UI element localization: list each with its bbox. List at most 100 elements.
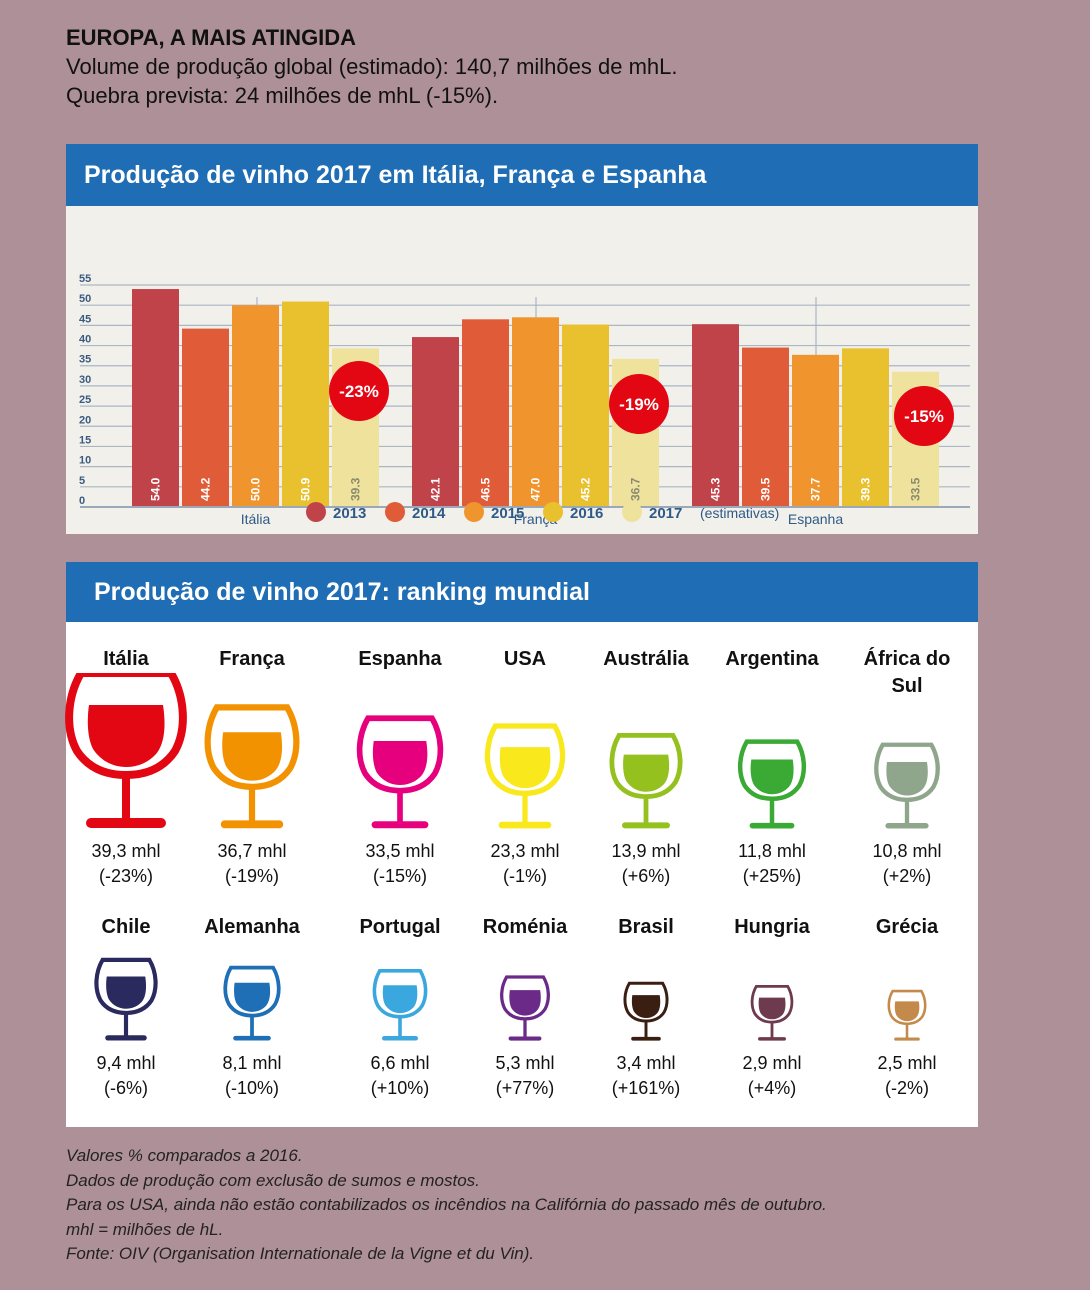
ranking-item: Portugal 6,6 mhl (+10%): [325, 914, 475, 1101]
country-name: Espanha: [358, 648, 442, 670]
y-tick-label: 30: [79, 374, 91, 386]
y-tick-label: 15: [79, 434, 91, 446]
bar-value-label: 46.5: [479, 477, 493, 501]
y-tick-label: 5: [79, 475, 85, 487]
glass-bowl: [500, 975, 550, 1021]
ranking-item: Brasil 3,4 mhl (+161%): [571, 914, 721, 1101]
intro-line-2: Quebra prevista: 24 milhões de mhL (-15%…: [66, 83, 499, 108]
footnote-line: Fonte: OIV (Organisation Internationale …: [66, 1244, 535, 1263]
ranking-item: Hungria 2,9 mhl (+4%): [697, 914, 847, 1101]
wine-fill: [631, 995, 661, 1019]
wine-fill: [234, 982, 271, 1012]
bar: [842, 348, 889, 507]
production-value: 2,5 mhl: [877, 1053, 937, 1073]
y-tick-label: 50: [79, 293, 91, 305]
production-change: (-19%): [224, 866, 279, 886]
legend-label: 2014: [412, 505, 446, 522]
legend-label: 2013: [333, 505, 366, 522]
bar: [692, 324, 739, 507]
production-value: 23,3 mhl: [490, 841, 560, 861]
bar-value-label: 45.3: [709, 477, 723, 501]
wine-fill: [886, 762, 928, 796]
production-change: (+25%): [742, 866, 802, 886]
chart-panel-title: Produção de vinho 2017 em Itália, França…: [66, 144, 978, 206]
wine-fill: [894, 1001, 920, 1022]
country-name: Argentina: [725, 648, 819, 670]
intro-line-1: Volume de produção global (estimado): 14…: [66, 54, 678, 79]
bar-value-label: 39.3: [349, 477, 363, 501]
country-name: Hungria: [734, 916, 810, 938]
change-badge-label: -23%: [339, 382, 379, 401]
country-name: Roménia: [482, 916, 568, 938]
legend-label: 2015: [491, 505, 524, 522]
wine-glass-icon: [484, 723, 566, 829]
bar-value-label: 45.2: [579, 477, 593, 501]
glass-bowl: [223, 965, 281, 1018]
country-name: África do Sul: [863, 648, 951, 697]
bar: [742, 347, 789, 507]
wine-fill: [106, 976, 147, 1009]
country-name: Itália: [103, 648, 149, 670]
production-value: 6,6 mhl: [370, 1053, 430, 1073]
bar: [132, 289, 179, 507]
bar-value-label: 39.5: [759, 477, 773, 501]
wine-fill: [222, 732, 283, 781]
production-value: 8,1 mhl: [222, 1053, 282, 1073]
footnote-line: Para os USA, ainda não estão contabiliza…: [66, 1195, 827, 1214]
country-name: Alemanha: [204, 916, 300, 938]
production-change: (-2%): [885, 1078, 929, 1098]
bar: [562, 324, 609, 507]
change-badge: [894, 386, 954, 446]
glass-bowl: [887, 989, 927, 1026]
y-tick-label: 35: [79, 354, 91, 366]
country-name: Austrália: [603, 648, 689, 670]
production-change: (+161%): [611, 1078, 681, 1098]
y-tick-label: 10: [79, 455, 91, 467]
bar-value-label: 37.7: [809, 477, 823, 501]
wine-glass-icon: [737, 739, 807, 829]
chart-panel: Produção de vinho 2017 em Itália, França…: [66, 144, 978, 534]
glass-bowl: [623, 981, 669, 1023]
bar-value-label: 42.1: [429, 477, 443, 501]
change-badge: [609, 374, 669, 434]
bar: [412, 337, 459, 507]
legend-label: 2016: [570, 505, 603, 522]
y-tick-label: 45: [79, 313, 91, 325]
footnote-line: Dados de produção com exclusão de sumos …: [66, 1170, 480, 1190]
wine-glass-icon: [94, 957, 158, 1041]
production-value: 10,8 mhl: [872, 841, 942, 861]
ranking-panel-title: Produção de vinho 2017: ranking mundial: [66, 562, 978, 622]
bar-value-label: 50.0: [249, 477, 263, 501]
wine-glass-icon: [356, 715, 444, 829]
y-tick-label: 25: [79, 394, 91, 406]
bar: [512, 317, 559, 507]
production-value: 39,3 mhl: [91, 841, 161, 861]
country-name: Portugal: [359, 916, 441, 938]
production-change: (+2%): [882, 866, 932, 886]
wine-glass-icon: [204, 704, 300, 829]
wine-glass-icon: [623, 981, 669, 1041]
y-tick-label: 0: [79, 495, 85, 507]
wine-glass-icon: [223, 965, 281, 1041]
ranking-item: Argentina 11,8 mhl (+25%): [697, 646, 847, 889]
ranking-panel: Produção de vinho 2017: ranking mundial …: [65, 562, 978, 1127]
ranking-item: Espanha 33,5 mhl (-15%): [325, 646, 475, 889]
ranking-item: Alemanha 8,1 mhl (-10%): [177, 914, 327, 1101]
production-value: 11,8 mhl: [738, 841, 806, 861]
legend-note: (estimativas): [700, 505, 779, 521]
wine-glass-icon: [372, 969, 428, 1041]
bar: [182, 328, 229, 507]
production-value: 5,3 mhl: [495, 1053, 555, 1073]
wine-glass-icon: [65, 673, 187, 828]
change-badge-label: -19%: [619, 395, 659, 414]
glass-bowl: [874, 742, 940, 803]
glass-bowl: [94, 957, 158, 1015]
production-change: (-23%): [98, 866, 153, 886]
production-value: 3,4 mhl: [616, 1053, 676, 1073]
ranking-item: USA 23,3 mhl (-1%): [450, 646, 600, 889]
y-tick-label: 20: [79, 414, 91, 426]
ranking-item: França 36,7 mhl (-19%): [177, 646, 327, 889]
bar: [792, 354, 839, 507]
wine-glass-icon: [750, 985, 794, 1041]
wine-fill: [509, 990, 541, 1016]
